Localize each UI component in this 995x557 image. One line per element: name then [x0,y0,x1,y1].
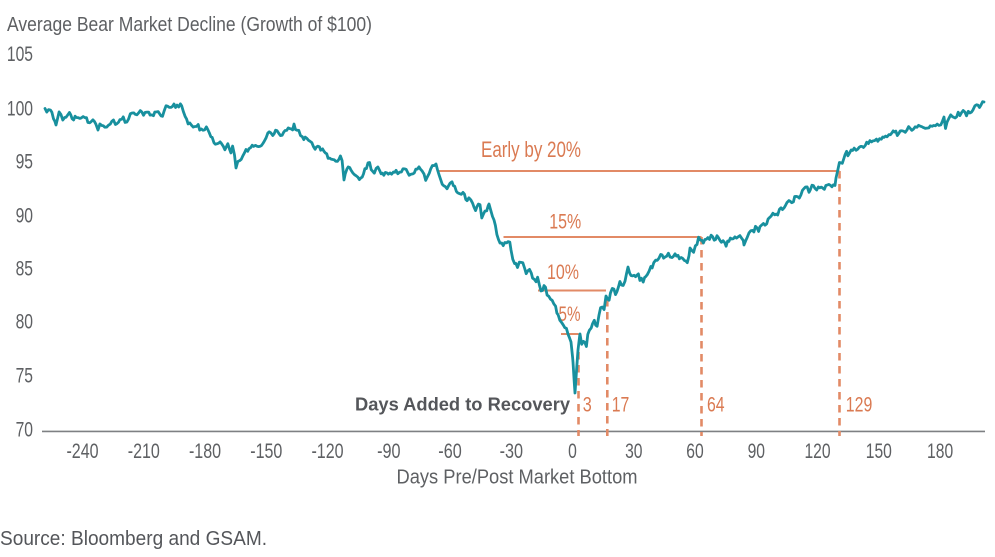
svg-text:-180: -180 [189,440,221,463]
svg-text:-90: -90 [377,440,400,463]
svg-text:180: 180 [927,440,953,463]
svg-text:120: 120 [804,440,830,463]
svg-text:5%: 5% [559,303,581,326]
svg-text:-60: -60 [438,440,461,463]
svg-text:3: 3 [583,393,592,416]
svg-text:17: 17 [612,393,630,416]
svg-text:60: 60 [686,440,703,463]
svg-text:Early by 20%: Early by 20% [481,137,581,162]
svg-text:100: 100 [7,98,33,121]
svg-text:-240: -240 [66,440,98,463]
svg-text:0: 0 [568,440,577,463]
svg-text:Source: Bloomberg and GSAM.: Source: Bloomberg and GSAM. [0,528,267,550]
svg-text:75: 75 [16,365,33,388]
svg-text:70: 70 [16,419,33,442]
svg-text:-210: -210 [128,440,160,463]
svg-text:15%: 15% [549,211,581,234]
svg-text:80: 80 [16,311,33,334]
svg-text:Average Bear Market Decline (G: Average Bear Market Decline (Growth of $… [7,13,372,36]
svg-text:90: 90 [748,440,765,463]
svg-text:-120: -120 [311,440,343,463]
svg-text:95: 95 [16,151,33,174]
svg-text:-30: -30 [500,440,523,463]
svg-text:Days Pre/Post Market Bottom: Days Pre/Post Market Bottom [397,466,638,489]
svg-text:150: 150 [866,440,892,463]
svg-text:64: 64 [707,393,725,416]
svg-text:10%: 10% [547,261,579,284]
svg-text:85: 85 [16,258,33,281]
svg-text:90: 90 [16,205,33,228]
svg-text:-150: -150 [250,440,282,463]
svg-text:Days Added to Recovery: Days Added to Recovery [355,395,570,415]
svg-text:129: 129 [846,393,873,416]
svg-text:105: 105 [7,43,33,66]
svg-text:30: 30 [625,440,642,463]
